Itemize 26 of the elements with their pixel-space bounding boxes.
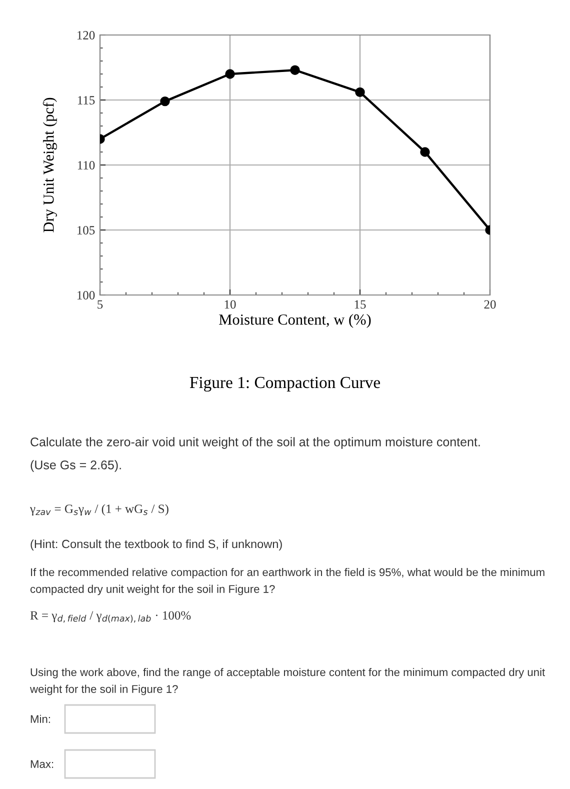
point [355,87,365,98]
x-tick-label: 5 [98,300,103,309]
x-tick-label: 10 [224,300,236,309]
text: Min: [30,714,50,723]
point [160,96,170,106]
y-tick-label: 115 [78,96,95,104]
text: Calculate the zero-air void unit weight of the soil at the optimum moisture content. [30,437,480,449]
y-tick-label: 100 [77,291,95,300]
text: (Use Gs = 2.65). [30,460,121,472]
text: R = γ$_{d,field}$ / γ$_{d(max),lab}$ · 100% [30,611,191,623]
y-axis-title: Dry Unit Weight (pcf) [42,98,57,232]
y-tick-label: 105 [77,226,95,234]
text: γ$_{zav}$ = G$_{s}$γ$_{w}$ / (1 + wG$_{s}$ / S) [30,504,168,516]
y-tick-label: 120 [77,31,95,40]
point [290,65,300,75]
x-tick-label: 20 [484,300,496,309]
y-tick-label: 110 [78,161,95,170]
text: Figure 1: Compaction Curve [190,376,380,392]
text: Using the work above, find the range of acceptable moisture content for the minimum compacted dry unit weight for the soil in Figure 1? [30,668,545,696]
x-tick-label: 15 [354,300,366,309]
text: If the recommended relative compaction for an earthwork in the field is 95%, what would be the minimum compacted dry unit weight for the soil in Figure 1? [30,568,544,596]
text: (Hint: Consult the textbook to find S, if unknown) [30,539,282,550]
point [225,69,235,79]
text: Max: [30,760,54,768]
x-axis-title: Moisture Content, w (%) [219,314,371,328]
point [420,147,430,157]
